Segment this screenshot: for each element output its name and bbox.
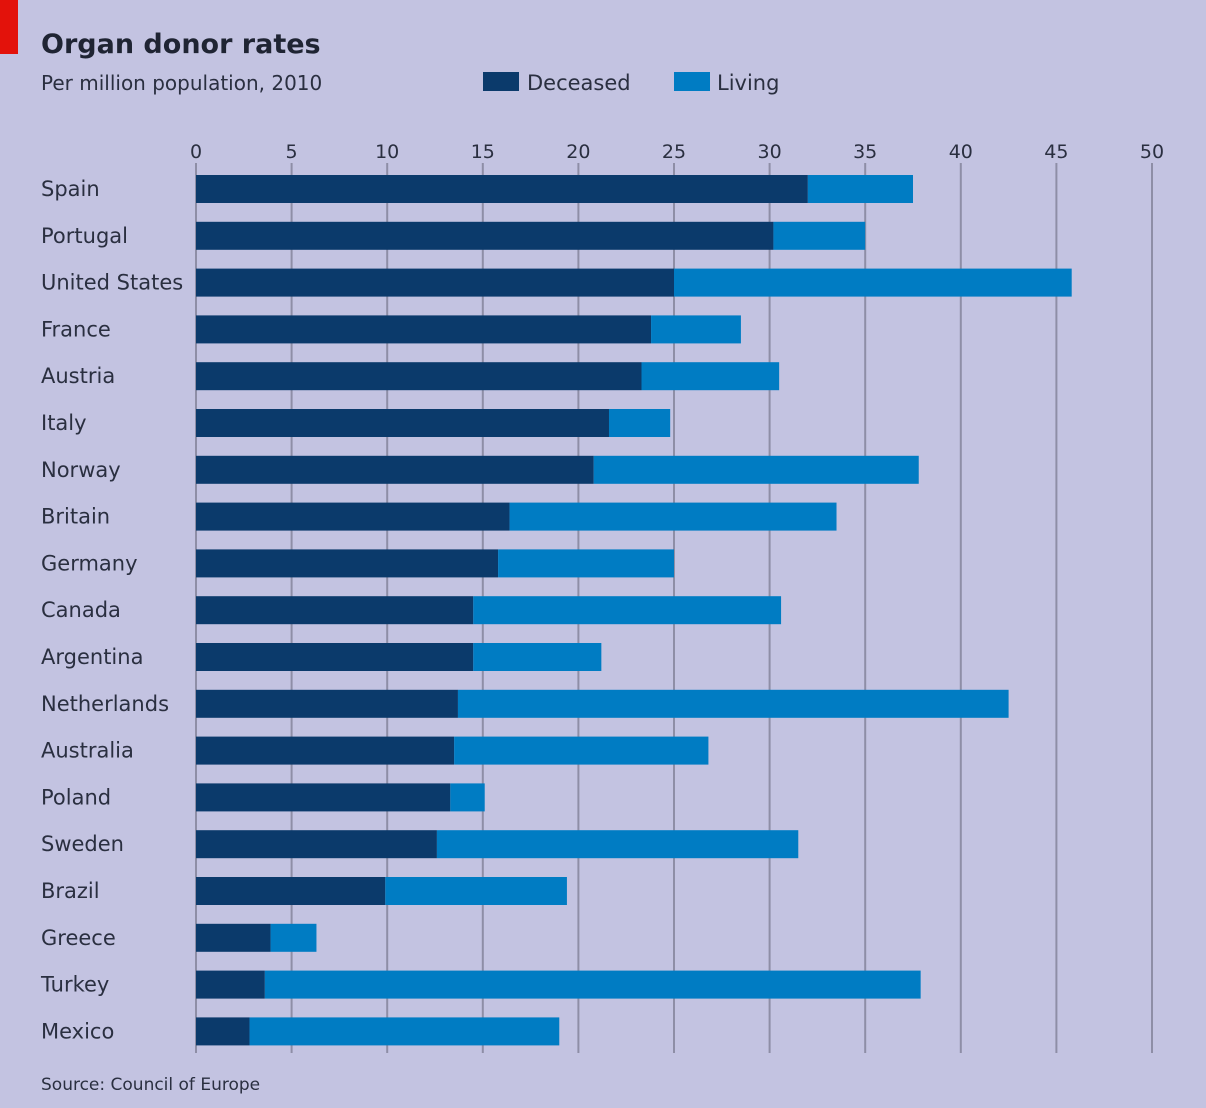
legend: Deceased Living: [483, 71, 779, 95]
x-tick-label: 40: [949, 141, 973, 163]
bar-living-poland: [450, 783, 485, 812]
bar-deceased-brazil: [196, 877, 386, 905]
category-label: Brazil: [41, 879, 100, 903]
x-tick-label: 45: [1044, 141, 1068, 163]
bar-deceased-portugal: [196, 221, 774, 250]
legend-label-deceased: Deceased: [527, 71, 631, 95]
bar-deceased-turkey: [196, 970, 265, 999]
bars: [196, 175, 1072, 1046]
bar-deceased-greece: [196, 923, 271, 952]
bar-living-canada: [473, 596, 782, 625]
category-label: Portugal: [41, 224, 128, 248]
bar-deceased-spain: [196, 175, 808, 203]
bar-deceased-canada: [196, 596, 474, 625]
bar-living-brazil: [385, 877, 567, 905]
chart-title: Organ donor rates: [41, 29, 321, 60]
category-label: Mexico: [41, 1019, 114, 1043]
bar-living-sweden: [436, 830, 799, 859]
bar-living-italy: [608, 409, 671, 437]
bar-living-greece: [270, 923, 317, 952]
bar-deceased-italy: [196, 409, 609, 437]
bar-living-britain: [509, 502, 837, 531]
bar-deceased-britain: [196, 502, 510, 531]
category-label: Spain: [41, 177, 100, 201]
x-tick-label: 0: [190, 141, 202, 163]
legend-swatch-deceased: [483, 72, 519, 91]
category-labels: Spain Portugal United States France Austria I…: [40, 177, 183, 1043]
bar-deceased-netherlands: [196, 689, 458, 718]
category-label: Norway: [41, 458, 121, 482]
category-label: Italy: [41, 411, 87, 435]
bar-living-austria: [641, 362, 780, 391]
category-label: Sweden: [41, 832, 124, 856]
x-tick-label: 30: [758, 141, 782, 163]
category-label: Netherlands: [41, 692, 169, 716]
category-label: United States: [41, 271, 183, 295]
bar-living-netherlands: [457, 689, 1009, 718]
x-tick-label: 20: [566, 141, 590, 163]
x-tick-label: 15: [471, 141, 495, 163]
bar-living-portugal: [773, 221, 866, 250]
bar-deceased-france: [196, 315, 652, 344]
bar-living-argentina: [473, 643, 602, 671]
category-label: Poland: [41, 785, 111, 809]
x-tick-label: 5: [286, 141, 298, 163]
category-label: Australia: [41, 739, 134, 763]
bar-living-australia: [454, 736, 709, 765]
bar-living-germany: [498, 549, 674, 578]
legend-swatch-living: [674, 72, 710, 91]
bar-living-mexico: [249, 1017, 560, 1046]
x-tick-label: 35: [853, 141, 877, 163]
category-label: Germany: [41, 551, 138, 575]
bar-deceased-argentina: [196, 643, 474, 671]
source-note: Source: Council of Europe: [41, 1075, 260, 1095]
bar-living-france: [651, 315, 741, 344]
category-label: Greece: [41, 926, 116, 950]
bar-deceased-sweden: [196, 830, 437, 859]
category-label: Canada: [41, 598, 121, 622]
bar-deceased-mexico: [196, 1017, 250, 1046]
category-label: France: [41, 317, 111, 341]
bar-living-turkey: [264, 970, 921, 999]
accent-tab: [0, 0, 18, 54]
bar-deceased-united-states: [196, 268, 674, 297]
bar-deceased-germany: [196, 549, 499, 578]
x-tick-label: 10: [375, 141, 399, 163]
bar-deceased-austria: [196, 362, 642, 391]
bar-deceased-australia: [196, 736, 455, 765]
bar-deceased-norway: [196, 455, 594, 484]
bar-living-united-states: [674, 268, 1072, 297]
chart-subtitle: Per million population, 2010: [41, 71, 322, 95]
category-label: Austria: [41, 364, 115, 388]
bar-deceased-poland: [196, 783, 451, 812]
category-label: Argentina: [41, 645, 143, 669]
x-tick-label: 50: [1140, 141, 1164, 163]
x-tick-label: 25: [662, 141, 686, 163]
x-axis-ticks: 0 5 10 15 20 25 30 35 40 45 50: [190, 141, 1164, 163]
legend-label-living: Living: [717, 71, 779, 95]
bar-living-spain: [807, 175, 913, 203]
bar-living-norway: [593, 455, 919, 484]
category-label: Turkey: [40, 973, 109, 997]
category-label: Britain: [41, 505, 110, 529]
